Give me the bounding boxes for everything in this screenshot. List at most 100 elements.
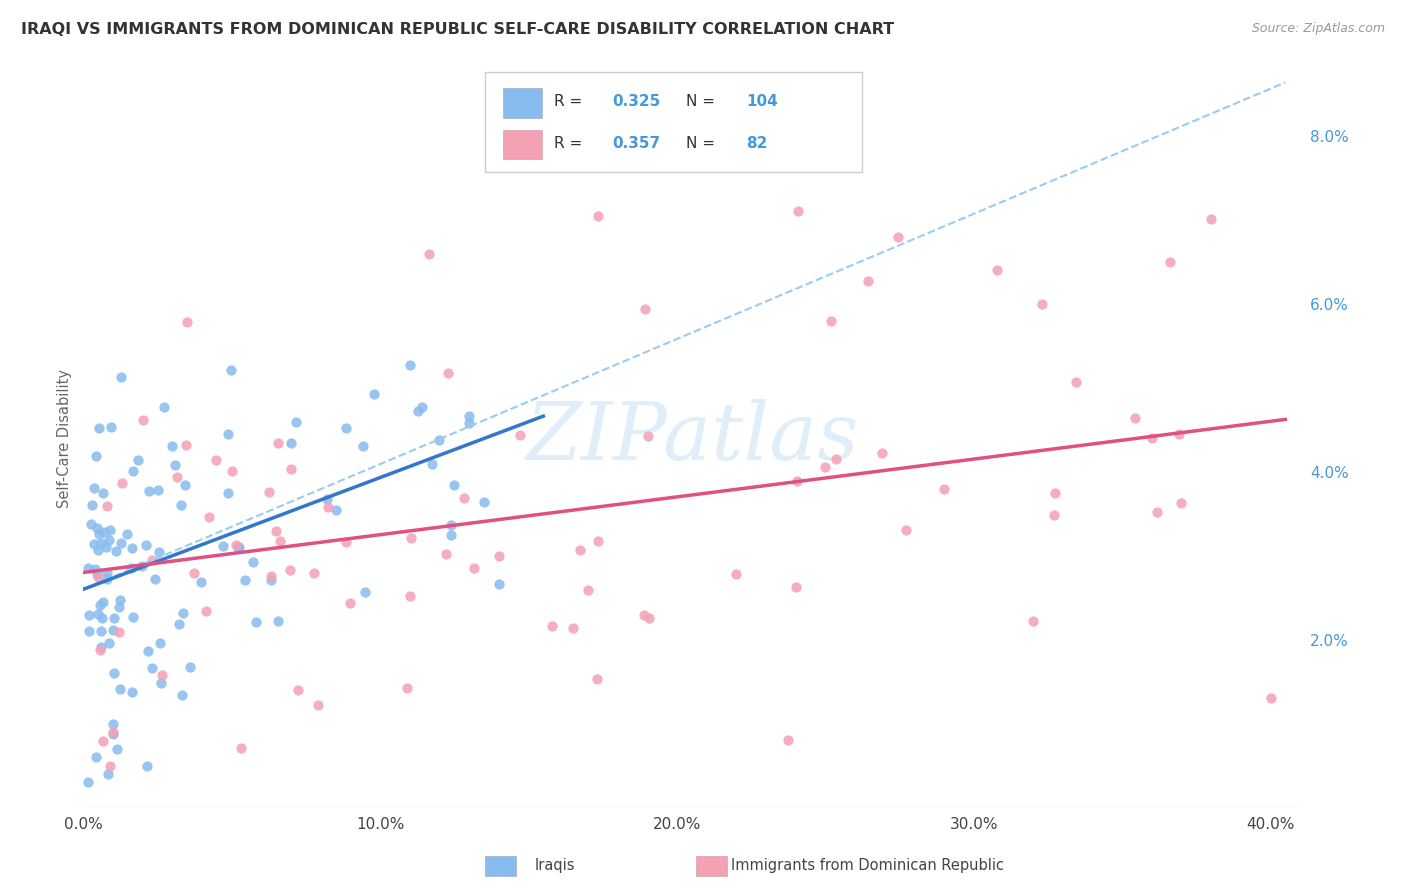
Text: R =: R = (554, 95, 588, 110)
Point (225, 538, 247, 552)
Point (437, 367, 460, 381)
Point (122, 464, 145, 478)
Point (96, 499, 118, 513)
Point (84, 450, 107, 464)
Text: 0.325: 0.325 (613, 95, 661, 110)
Point (335, 535, 357, 549)
Point (887, 229, 910, 244)
Point (87, 607, 110, 621)
Point (131, 412, 153, 426)
Text: 104: 104 (747, 95, 779, 110)
Point (87, 543, 110, 558)
Point (269, 533, 291, 548)
Point (105, 544, 128, 558)
Point (150, 676, 173, 690)
Point (136, 758, 159, 772)
Point (174, 478, 197, 492)
Point (103, 716, 125, 731)
Point (170, 498, 193, 512)
Point (97, 635, 120, 649)
Point (87, 421, 110, 435)
Point (257, 485, 280, 500)
Point (138, 484, 160, 499)
Point (509, 428, 531, 442)
Point (101, 725, 124, 739)
Point (1043, 508, 1066, 522)
Y-axis label: Self-Care Disability: Self-Care Disability (58, 368, 72, 508)
Point (148, 545, 170, 559)
Point (280, 436, 302, 450)
Point (637, 429, 659, 443)
Point (97, 767, 120, 781)
Point (458, 409, 481, 423)
Point (170, 689, 193, 703)
Point (110, 370, 132, 384)
Point (115, 527, 138, 541)
Point (89, 643, 111, 657)
Point (217, 427, 239, 442)
Point (86, 521, 108, 535)
Text: Immigrants from Dominican Republic: Immigrants from Dominican Republic (731, 858, 1004, 872)
Point (541, 619, 564, 633)
Point (169, 616, 191, 631)
FancyBboxPatch shape (485, 72, 862, 172)
Point (90, 536, 112, 550)
Point (179, 660, 201, 674)
Point (316, 491, 339, 506)
Point (96, 572, 118, 586)
Point (285, 415, 308, 429)
Point (91, 734, 114, 748)
Point (87, 570, 110, 584)
Point (98, 758, 121, 772)
Point (83, 537, 105, 551)
Point (205, 452, 228, 467)
Point (245, 615, 267, 629)
Point (785, 580, 807, 594)
Point (233, 573, 256, 587)
Text: ZIPatlas: ZIPatlas (524, 400, 859, 477)
Point (149, 636, 172, 650)
Point (110, 536, 132, 550)
Point (398, 589, 420, 603)
Point (143, 572, 166, 586)
Point (101, 727, 124, 741)
Point (440, 528, 463, 542)
Text: R =: R = (554, 136, 588, 151)
Point (228, 540, 250, 554)
Point (150, 668, 173, 682)
Point (98, 523, 121, 537)
Point (89, 598, 111, 612)
Point (141, 661, 163, 675)
Point (98, 533, 121, 547)
Point (90, 640, 112, 654)
Point (633, 607, 655, 622)
Point (399, 532, 422, 546)
Bar (503, 130, 543, 160)
Point (93, 524, 115, 539)
Point (1146, 505, 1168, 519)
Point (108, 625, 131, 640)
Text: Iraqis: Iraqis (534, 858, 575, 872)
Point (586, 534, 609, 549)
Point (363, 386, 385, 401)
Point (398, 358, 420, 372)
Point (986, 263, 1008, 277)
Point (439, 517, 461, 532)
Point (163, 458, 186, 472)
Point (932, 482, 955, 496)
Point (267, 435, 290, 450)
Point (260, 568, 283, 582)
Point (488, 549, 510, 563)
Point (316, 500, 339, 514)
Point (411, 401, 433, 415)
Point (418, 246, 440, 260)
Point (105, 742, 128, 756)
Point (96, 566, 118, 581)
Point (121, 610, 143, 624)
Point (586, 672, 609, 686)
Point (217, 486, 239, 500)
Point (434, 547, 457, 561)
Point (1064, 376, 1087, 390)
Point (77, 775, 100, 789)
Point (634, 301, 657, 316)
